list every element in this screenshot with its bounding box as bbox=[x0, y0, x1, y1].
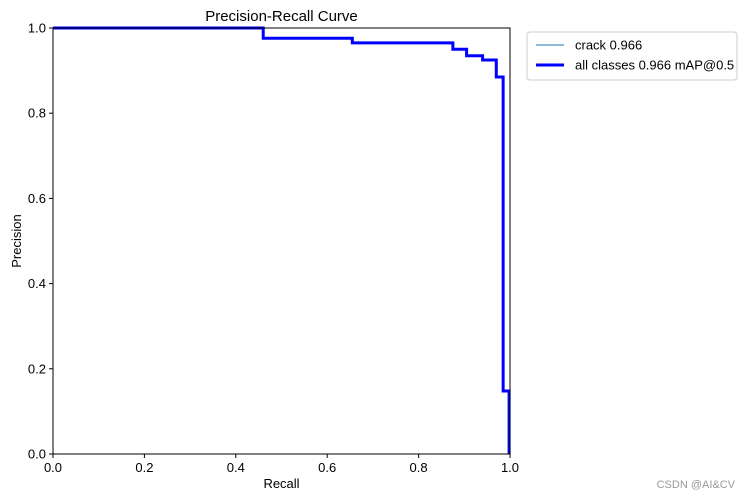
y-tick-label: 0.0 bbox=[28, 447, 46, 462]
y-tick-label: 0.2 bbox=[28, 361, 46, 376]
plot-frame bbox=[52, 27, 511, 455]
x-tick-label: 0.4 bbox=[227, 460, 245, 475]
legend: crack 0.966 all classes 0.966 mAP@0.5 bbox=[526, 31, 738, 81]
y-tick-label: 0.8 bbox=[28, 106, 46, 121]
x-tick-label: 1.0 bbox=[501, 460, 519, 475]
series-line-all-classes bbox=[53, 26, 511, 454]
x-tick-label: 0.0 bbox=[44, 460, 62, 475]
y-axis: 0.0 0.2 0.4 0.6 0.8 1.0 bbox=[28, 21, 53, 462]
legend-box bbox=[526, 31, 738, 81]
series-line-crack bbox=[53, 27, 510, 454]
watermark: CSDN @AI&CV bbox=[656, 479, 735, 491]
y-tick-label: 0.6 bbox=[28, 191, 46, 206]
x-axis-label: Recall bbox=[263, 476, 299, 491]
y-axis-label: Precision bbox=[9, 214, 24, 267]
x-tick-label: 0.8 bbox=[410, 460, 428, 475]
plot-content bbox=[53, 26, 511, 454]
x-tick-label: 0.6 bbox=[318, 460, 336, 475]
legend-label: crack 0.966 bbox=[575, 38, 642, 53]
x-tick-label: 0.2 bbox=[135, 460, 153, 475]
legend-label: all classes 0.966 mAP@0.5 bbox=[575, 58, 734, 73]
chart-title: Precision-Recall Curve bbox=[205, 8, 358, 25]
y-tick-label: 0.4 bbox=[28, 276, 46, 291]
y-tick-label: 1.0 bbox=[28, 21, 46, 36]
x-axis: 0.0 0.2 0.4 0.6 0.8 1.0 bbox=[44, 454, 519, 475]
